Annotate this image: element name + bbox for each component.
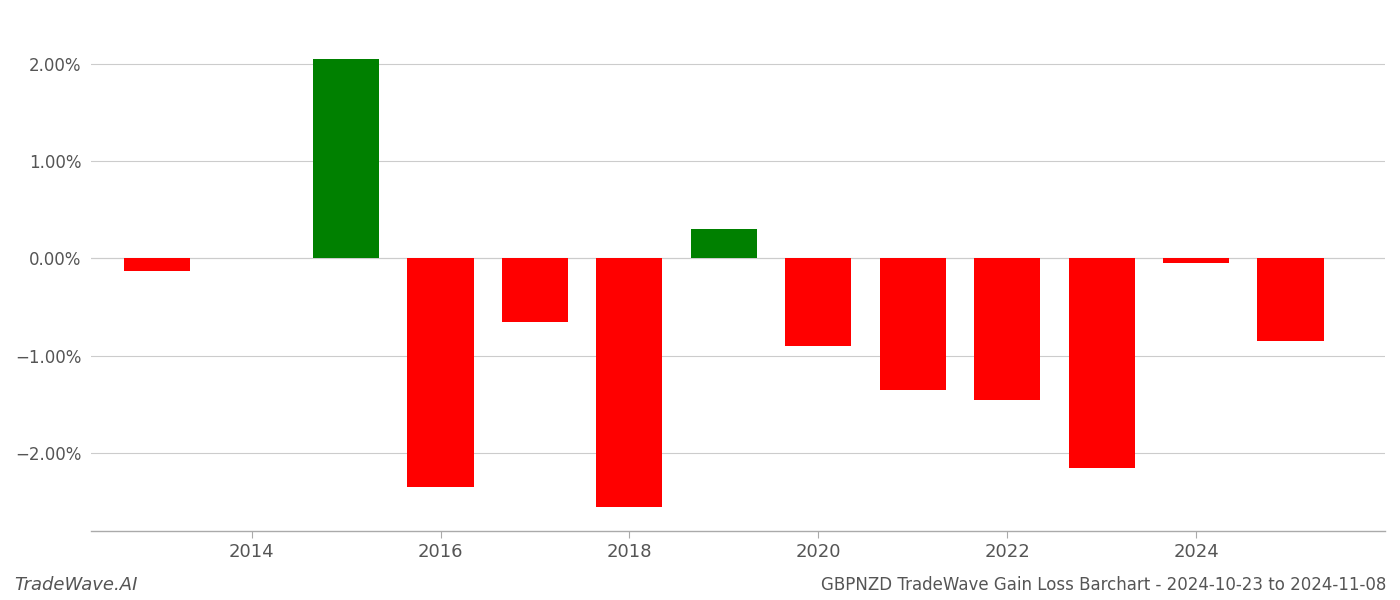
Bar (1068, 259, 1135, 468)
Bar (407, 259, 473, 487)
Bar (1163, 259, 1229, 263)
Bar (314, 59, 379, 259)
Bar (785, 259, 851, 346)
Bar (974, 259, 1040, 400)
Bar (596, 259, 662, 507)
Bar (1257, 259, 1323, 341)
Bar (690, 229, 757, 259)
Text: TradeWave.AI: TradeWave.AI (14, 576, 137, 594)
Bar (503, 259, 568, 322)
Text: GBPNZD TradeWave Gain Loss Barchart - 2024-10-23 to 2024-11-08: GBPNZD TradeWave Gain Loss Barchart - 20… (820, 576, 1386, 594)
Bar (879, 259, 946, 390)
Bar (125, 259, 190, 271)
